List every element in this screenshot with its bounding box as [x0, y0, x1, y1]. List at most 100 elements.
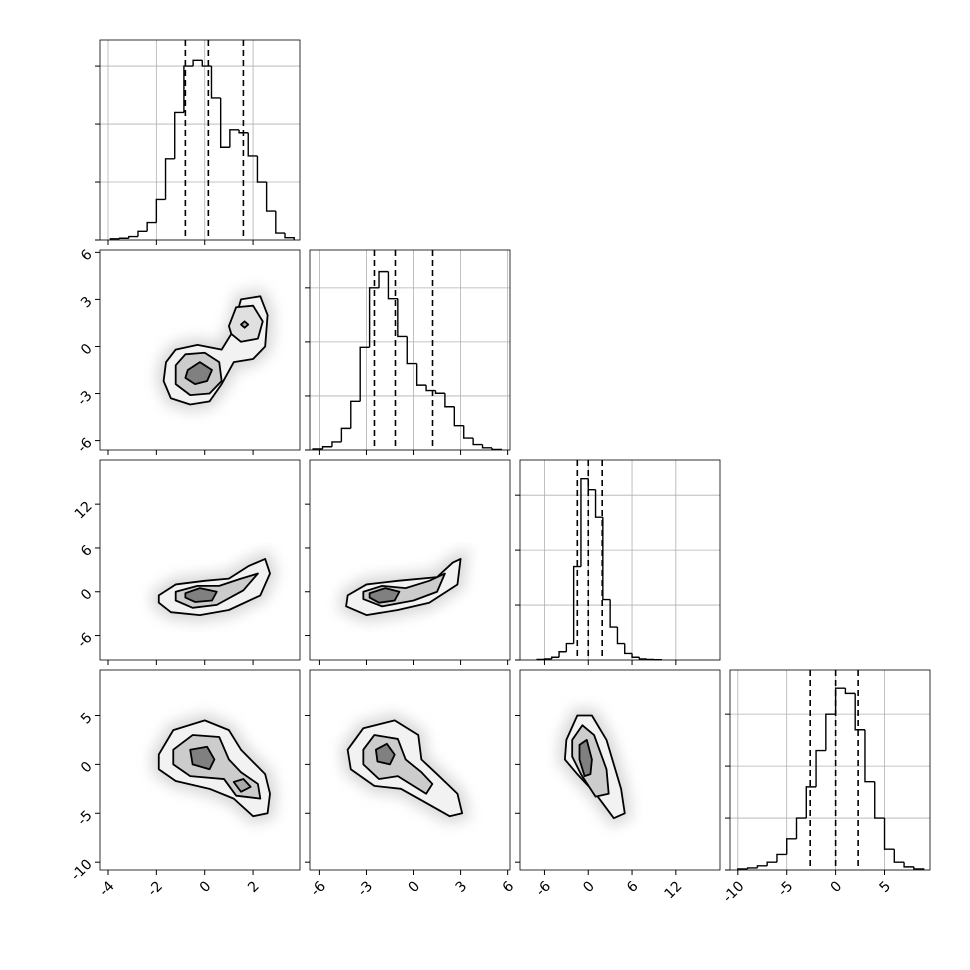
x-tick-label: -4	[96, 878, 117, 899]
histogram-step	[565, 642, 574, 652]
x-tick-label: -6	[533, 878, 554, 899]
y-tick-label: -3	[74, 388, 95, 409]
histogram-step	[543, 658, 552, 660]
panel-frame	[309, 249, 511, 451]
histogram-step	[805, 786, 817, 819]
histogram-step	[340, 427, 351, 442]
panel-frame	[309, 459, 511, 661]
panel-frame	[99, 39, 301, 241]
x-tick-label: -3	[355, 878, 376, 899]
histogram-step	[609, 599, 618, 628]
x-tick-label: 0	[828, 878, 846, 896]
histogram-step	[174, 111, 184, 159]
histogram-step	[415, 363, 427, 386]
histogram-step	[844, 688, 856, 695]
histogram-step	[164, 158, 175, 200]
x-tick-label: 5	[877, 878, 895, 896]
x-tick-label: 6	[624, 878, 642, 896]
histogram-step	[834, 687, 846, 715]
y-tick-label: 5	[78, 710, 96, 728]
histogram-step	[444, 393, 455, 408]
histogram-step	[350, 400, 361, 429]
histogram-step	[331, 441, 342, 447]
contour	[578, 739, 593, 778]
x-tick-label: 3	[453, 878, 471, 896]
x-tick-label: -5	[775, 878, 796, 899]
histogram-step	[472, 438, 483, 446]
histogram-step	[453, 406, 464, 427]
panel-frame	[99, 459, 301, 661]
histogram-step	[155, 198, 166, 223]
panel-frame	[99, 249, 301, 451]
histogram-step	[219, 97, 230, 148]
y-tick-label: -10	[68, 857, 95, 884]
histogram-step	[229, 129, 240, 148]
y-tick-label: 0	[78, 586, 96, 604]
histogram-step	[210, 66, 221, 99]
histogram-step	[883, 818, 895, 850]
y-tick-label: -5	[74, 808, 95, 829]
histogram-step	[481, 444, 492, 449]
contour	[232, 778, 252, 793]
histogram-step	[756, 865, 768, 868]
contour	[240, 320, 250, 329]
histogram-step	[256, 155, 267, 183]
x-tick-label: 6	[500, 878, 518, 896]
y-tick-label: -6	[74, 435, 95, 456]
histogram-step	[368, 287, 380, 348]
histogram-step	[238, 129, 249, 134]
histogram-step	[359, 346, 370, 402]
histogram-step	[766, 861, 777, 866]
histogram-step	[183, 65, 194, 113]
y-tick-label: 6	[78, 247, 96, 265]
histogram-step	[874, 781, 885, 819]
y-tick-label: 0	[78, 341, 96, 359]
histogram-step	[645, 658, 654, 661]
histogram-step	[864, 729, 875, 783]
x-tick-label: -2	[145, 878, 166, 899]
histogram-step	[118, 237, 129, 239]
histogram-step	[616, 627, 625, 645]
y-tick-label: -6	[74, 630, 95, 651]
histogram-step	[378, 270, 389, 288]
histogram-step	[602, 517, 611, 601]
histogram-step	[638, 657, 647, 660]
histogram-step	[434, 390, 445, 394]
histogram-step	[192, 59, 203, 67]
x-tick-label: 12	[662, 878, 686, 902]
y-tick-label: 3	[78, 294, 96, 312]
histogram-step	[137, 230, 148, 237]
histogram-step	[913, 866, 925, 870]
histogram-step	[815, 749, 826, 787]
histogram-step	[624, 643, 633, 655]
panel-frame	[309, 669, 511, 871]
histogram-step	[903, 862, 914, 868]
histogram-step	[776, 853, 787, 863]
histogram-step	[580, 477, 589, 567]
histogram-step	[284, 233, 295, 240]
x-tick-label: 2	[245, 878, 263, 896]
histogram-step	[265, 182, 276, 212]
histogram-step	[786, 838, 797, 855]
histogram-step	[587, 478, 596, 491]
y-tick-label: 6	[78, 542, 96, 560]
histogram-step	[128, 235, 138, 239]
contour	[368, 587, 401, 604]
x-tick-label: -10	[720, 878, 747, 905]
histogram-step	[572, 565, 581, 644]
y-tick-label: 12	[72, 499, 96, 523]
contour	[184, 361, 213, 386]
histogram-step	[397, 298, 408, 338]
histogram-step	[425, 385, 436, 392]
histogram-step	[146, 221, 157, 232]
histogram-step	[387, 271, 398, 300]
histogram-step	[406, 336, 417, 365]
x-tick-label: 0	[580, 878, 598, 896]
histogram-step	[463, 425, 474, 439]
x-tick-label: 0	[406, 878, 424, 896]
panel-frame	[729, 669, 931, 871]
histogram-step	[631, 653, 640, 658]
x-tick-label: 0	[197, 878, 215, 896]
